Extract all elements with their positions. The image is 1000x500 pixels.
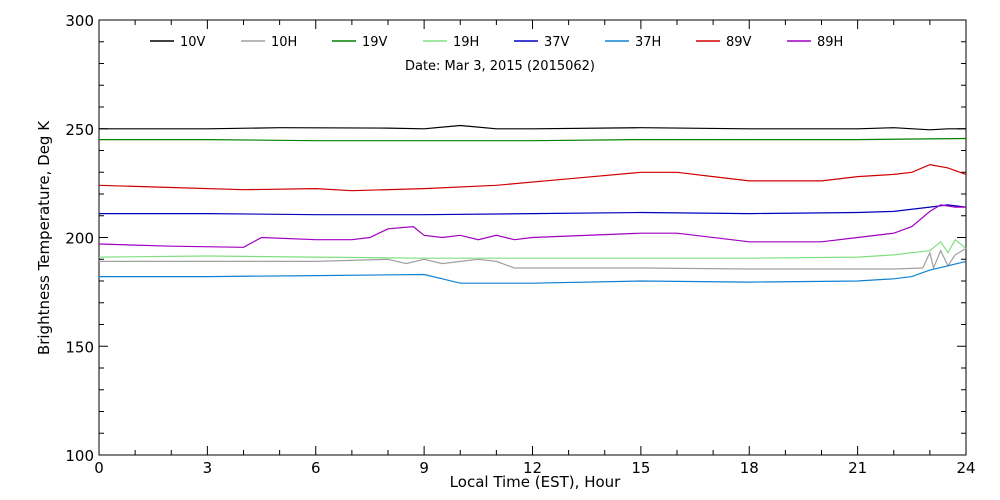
y-tick-label: 100	[65, 447, 94, 465]
x-tick-label: 6	[311, 459, 321, 477]
legend-label-10v: 10V	[180, 35, 206, 50]
series-line-37v	[99, 204, 967, 216]
x-tick-label: 0	[94, 459, 104, 477]
legend-label-19h: 19H	[453, 35, 479, 50]
series-line-19v	[99, 137, 967, 142]
legend-label-19v: 19V	[362, 35, 388, 50]
series-lines	[98, 124, 967, 284]
y-tick-label: 200	[65, 230, 94, 248]
series-line-37h	[99, 260, 967, 284]
legend: 10V 10H 19V 19H 37V 37H 89V 89H	[150, 35, 843, 50]
x-tick-label: 12	[523, 459, 542, 477]
y-axis-title: Brightness Temperature, Deg K	[35, 120, 53, 355]
series-line-10v	[99, 124, 966, 131]
x-tick-label: 18	[740, 459, 759, 477]
legend-label-37h: 37H	[635, 35, 661, 50]
series-line-19h	[98, 238, 967, 259]
series-line-10h	[99, 247, 967, 270]
x-tick-label: 9	[419, 459, 429, 477]
series-line-89h	[98, 204, 966, 248]
axis-ticks	[98, 19, 967, 456]
y-tick-label: 250	[65, 121, 94, 139]
y-tick-label: 300	[65, 12, 94, 30]
series-line-89v	[98, 163, 967, 192]
x-tick-label: 15	[631, 459, 650, 477]
legend-label-89h: 89H	[817, 35, 843, 50]
tick-labels: 0 3 6 9 12 15 18 21 24 100 150 200 250 300	[65, 12, 975, 477]
legend-label-10h: 10H	[271, 35, 297, 50]
x-axis-title: Local Time (EST), Hour	[450, 473, 621, 491]
x-tick-label: 21	[848, 459, 867, 477]
legend-label-37v: 37V	[544, 35, 570, 50]
chart-subtitle: Date: Mar 3, 2015 (2015062)	[405, 59, 595, 74]
x-tick-label: 3	[203, 459, 213, 477]
y-tick-label: 150	[65, 338, 94, 356]
x-tick-label: 24	[956, 459, 975, 477]
legend-label-89v: 89V	[726, 35, 752, 50]
